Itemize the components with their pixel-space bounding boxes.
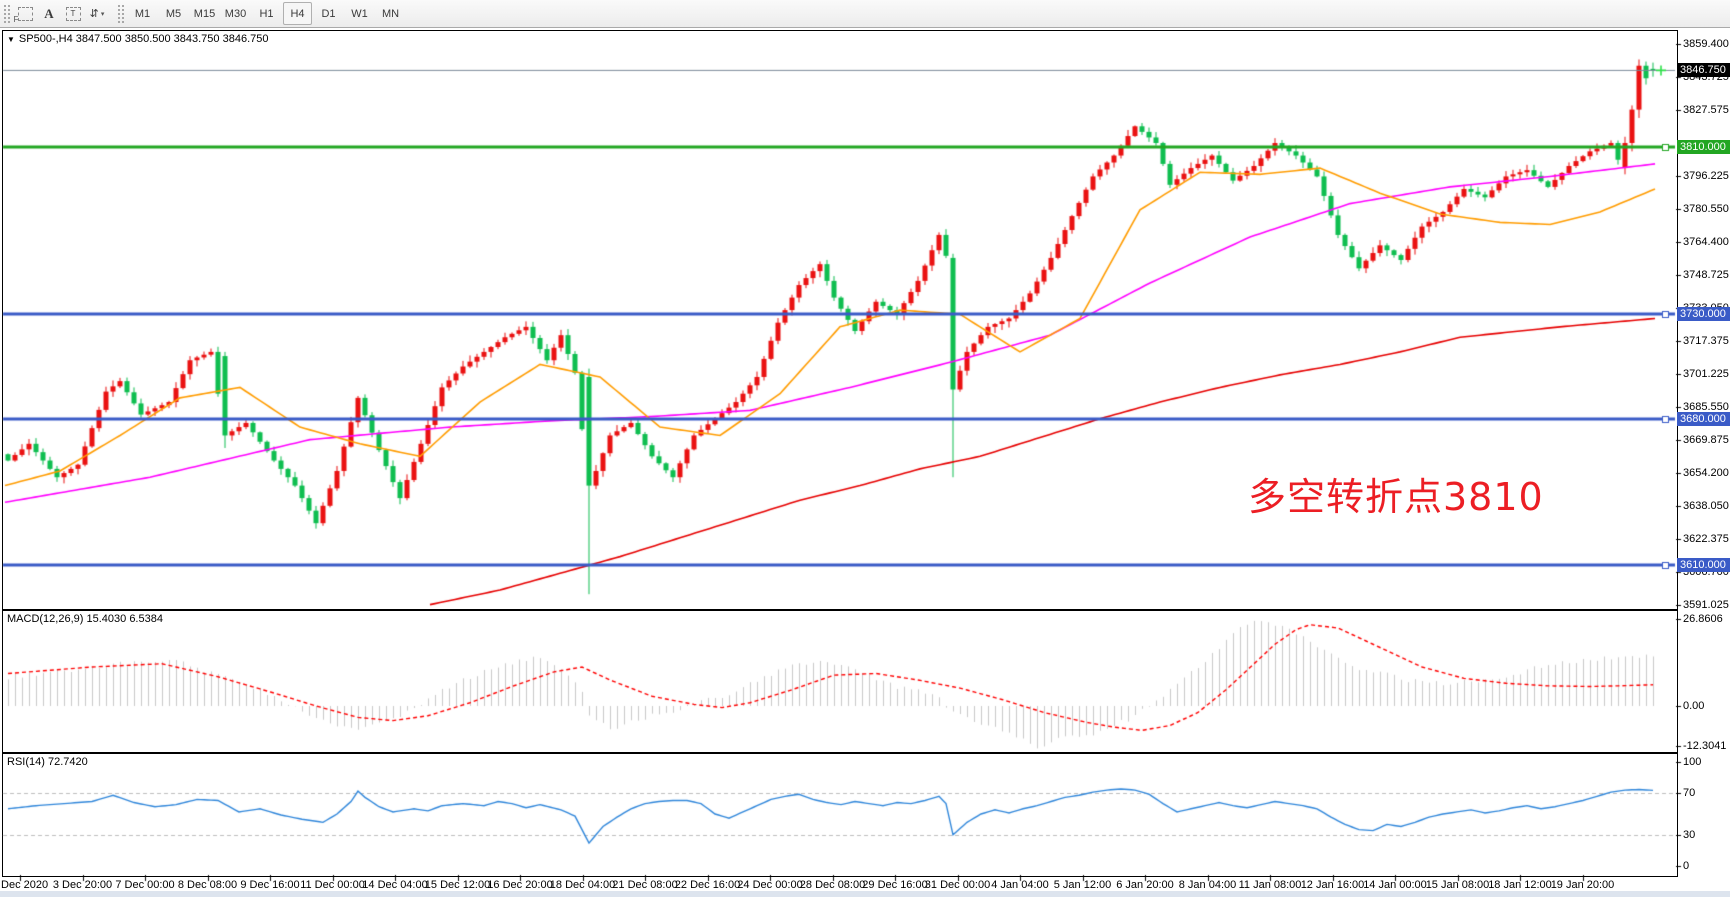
- time-axis-label: 15 Dec 12:00: [424, 879, 491, 891]
- macd-main-value: 15.4030: [86, 613, 127, 625]
- time-axis-label: 24 Dec 00:00: [737, 879, 803, 891]
- time-axis-label: 6 Jan 20:00: [1116, 879, 1174, 891]
- time-axis-label: 18 Jan 12:00: [1488, 879, 1552, 891]
- hline-price-tag: 3680.000: [1677, 411, 1730, 426]
- time-axis-label: 21 Dec 08:00: [612, 879, 678, 891]
- macd-signal-value: 6.5384: [129, 613, 163, 625]
- time-axis-label: 7 Dec 00:00: [115, 879, 175, 891]
- chart-text-annotation[interactable]: 多空转折点3810: [1248, 475, 1544, 519]
- text-label-icon: A: [44, 5, 54, 21]
- chart-shift-tool-button[interactable]: F: [13, 2, 37, 26]
- timeframe-button-w1[interactable]: W1: [351, 7, 368, 20]
- time-axis-label: 18 Dec 04:00: [549, 879, 616, 891]
- price-tick-label: 3780.550: [1683, 202, 1729, 215]
- arrange-tool-button[interactable]: ⇵ ▾: [85, 2, 109, 26]
- timeframe-button-mn[interactable]: MN: [381, 7, 400, 20]
- timeframe-button-m30[interactable]: M30: [224, 7, 247, 20]
- text-box-tool-button[interactable]: T: [61, 2, 85, 26]
- timeframe-button-d1[interactable]: D1: [321, 7, 336, 20]
- time-axis-label: 11 Jan 08:00: [1238, 879, 1302, 891]
- time-axis-label: 19 Jan 20:00: [1550, 879, 1615, 891]
- price-tick-label: 3701.225: [1683, 368, 1729, 381]
- hline-price-tag: 3810.000: [1677, 140, 1730, 155]
- rsi-tick-label: 100: [1683, 756, 1702, 768]
- rsi-indicator-label: RSI(14) 72.7420: [7, 756, 88, 768]
- toolbar: F A T ⇵ ▾ M1 M5 M15 M30 H1 H4 D1 W1 MN: [0, 0, 1730, 28]
- text-label-tool-button[interactable]: A: [37, 2, 61, 26]
- time-axis-label: 2 Dec 2020: [0, 879, 49, 891]
- arrange-icon: ⇵: [89, 8, 99, 20]
- toolbar-grip-2[interactable]: [117, 3, 124, 24]
- time-axis-label: 14 Dec 04:00: [362, 879, 428, 891]
- macd-tick-label: 26.8606: [1683, 612, 1723, 625]
- timeframe-button-m15[interactable]: M15: [193, 7, 216, 20]
- timeframe-button-m5[interactable]: M5: [165, 7, 182, 20]
- collapse-triangle-icon[interactable]: ▼: [7, 35, 15, 44]
- toolbar-grip[interactable]: [3, 3, 10, 24]
- rsi-tick-label: 30: [1683, 828, 1696, 841]
- time-axis-label: 5 Jan 12:00: [1053, 879, 1112, 891]
- time-axis-label: 15 Jan 08:00: [1425, 879, 1490, 891]
- chevron-down-icon: ▾: [100, 10, 105, 18]
- time-axis-label: 3 Dec 20:00: [52, 879, 113, 891]
- price-tick-label: 3827.575: [1683, 104, 1729, 117]
- timeframe-button-h4[interactable]: H4: [283, 2, 312, 25]
- time-axis-label: 28 Dec 08:00: [799, 879, 866, 891]
- price-tick-label: 3796.225: [1683, 169, 1729, 182]
- rsi-name: RSI(14): [7, 756, 45, 768]
- hline-price-tag: 3610.000: [1677, 557, 1730, 572]
- time-axis-label: 8 Dec 08:00: [177, 879, 238, 891]
- chart-title-text: SP500-,H4 3847.500 3850.500 3843.750 384…: [18, 33, 269, 45]
- rsi-tick-label: 0: [1683, 860, 1690, 872]
- macd-panel[interactable]: [2, 610, 1678, 753]
- price-tick-label: 3764.400: [1683, 236, 1729, 249]
- macd-name: MACD(12,26,9): [7, 613, 84, 625]
- timeframe-button-m1[interactable]: M1: [134, 7, 151, 20]
- time-axis-label: 14 Jan 00:00: [1363, 879, 1427, 891]
- time-axis-label: 29 Dec 16:00: [862, 879, 928, 891]
- time-axis-label: 4 Jan 04:00: [991, 879, 1049, 891]
- time-axis-label: 12 Jan 16:00: [1300, 879, 1365, 891]
- macd-indicator-label: MACD(12,26,9) 15.4030 6.5384: [7, 613, 163, 625]
- hline-price-tag: 3730.000: [1677, 307, 1730, 322]
- rsi-tick-label: 70: [1683, 787, 1696, 800]
- chart-title: ▼ SP500-,H4 3847.500 3850.500 3843.750 38…: [7, 33, 268, 45]
- price-tick-label: 3859.400: [1683, 38, 1729, 50]
- price-tick-label: 3591.025: [1683, 598, 1729, 611]
- chart-shift-icon: F: [14, 6, 33, 24]
- price-tick-label: 3622.375: [1683, 533, 1729, 546]
- time-axis-label: 11 Dec 00:00: [300, 879, 365, 891]
- rsi-value: 72.7420: [47, 756, 88, 768]
- timeframe-button-h1[interactable]: H1: [259, 7, 274, 20]
- price-tick-label: 3748.725: [1683, 269, 1729, 282]
- time-axis-label: 31 Dec 00:00: [924, 879, 991, 891]
- bottom-strip: [0, 891, 1730, 897]
- price-tick-label: 3654.200: [1683, 466, 1729, 479]
- price-chart-panel[interactable]: [2, 30, 1678, 610]
- price-tick-label: 3717.375: [1683, 334, 1729, 347]
- price-tick-label: 3669.875: [1683, 433, 1729, 446]
- macd-tick-label: -12.3041: [1683, 739, 1727, 752]
- text-box-icon: T: [65, 6, 81, 21]
- macd-tick-label: 0.00: [1683, 700, 1705, 712]
- time-axis-label: 8 Jan 04:00: [1178, 879, 1237, 891]
- price-tick-label: 3638.050: [1683, 500, 1729, 513]
- time-axis-label: 9 Dec 16:00: [240, 879, 300, 891]
- time-axis-label: 16 Dec 20:00: [487, 879, 553, 891]
- timeframe-bar: M1 M5 M15 M30 H1 H4 D1 W1 MN: [127, 2, 406, 25]
- current-price-tag: 3846.750: [1677, 63, 1730, 78]
- rsi-panel[interactable]: [2, 753, 1678, 877]
- time-axis-label: 22 Dec 16:00: [674, 879, 741, 891]
